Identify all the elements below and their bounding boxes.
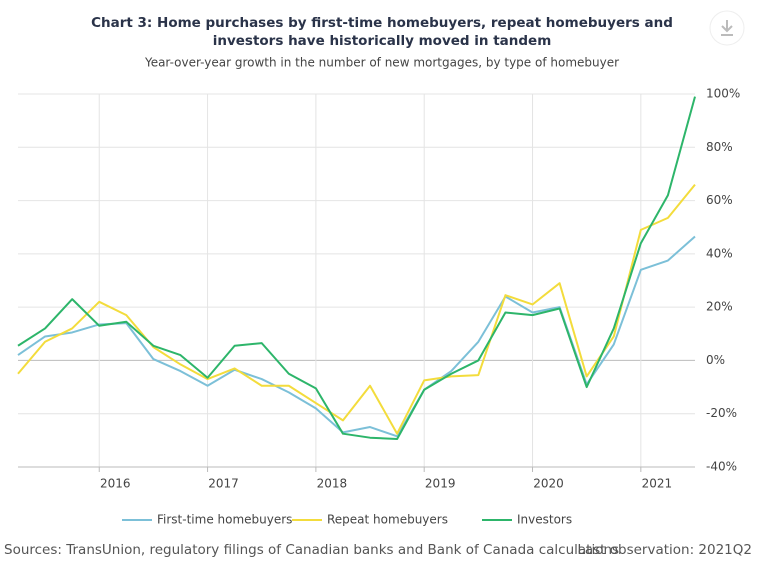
last-observation: Last observation: 2021Q2 <box>577 542 752 558</box>
chart-title: Chart 3: Home purchases by first-time ho… <box>91 15 673 49</box>
source-note: Sources: TransUnion, regulatory filings … <box>4 542 619 558</box>
y-tick-label: 0% <box>706 353 725 367</box>
legend-label: Investors <box>517 513 572 527</box>
series-line <box>17 183 696 435</box>
y-tick-label: 40% <box>706 246 733 260</box>
download-icon <box>721 20 733 36</box>
series-line <box>17 96 696 441</box>
x-tick-label: 2021 <box>642 477 673 491</box>
x-tick-label: 2018 <box>317 477 348 491</box>
legend-label: Repeat homebuyers <box>327 513 448 527</box>
y-tick-label: 100% <box>706 87 740 101</box>
chart-subtitle: Year-over-year growth in the number of n… <box>144 56 619 70</box>
y-tick-label: -40% <box>706 460 737 474</box>
y-tick-label: 20% <box>706 300 733 314</box>
x-tick-label: 2017 <box>208 477 239 491</box>
y-tick-label: -20% <box>706 406 737 420</box>
legend-label: First-time homebuyers <box>157 513 292 527</box>
x-tick-label: 2020 <box>533 477 564 491</box>
series-line <box>17 235 696 438</box>
y-tick-label: 60% <box>706 193 733 207</box>
x-tick-label: 2016 <box>100 477 131 491</box>
y-tick-label: 80% <box>706 140 733 154</box>
x-tick-label: 2019 <box>425 477 456 491</box>
